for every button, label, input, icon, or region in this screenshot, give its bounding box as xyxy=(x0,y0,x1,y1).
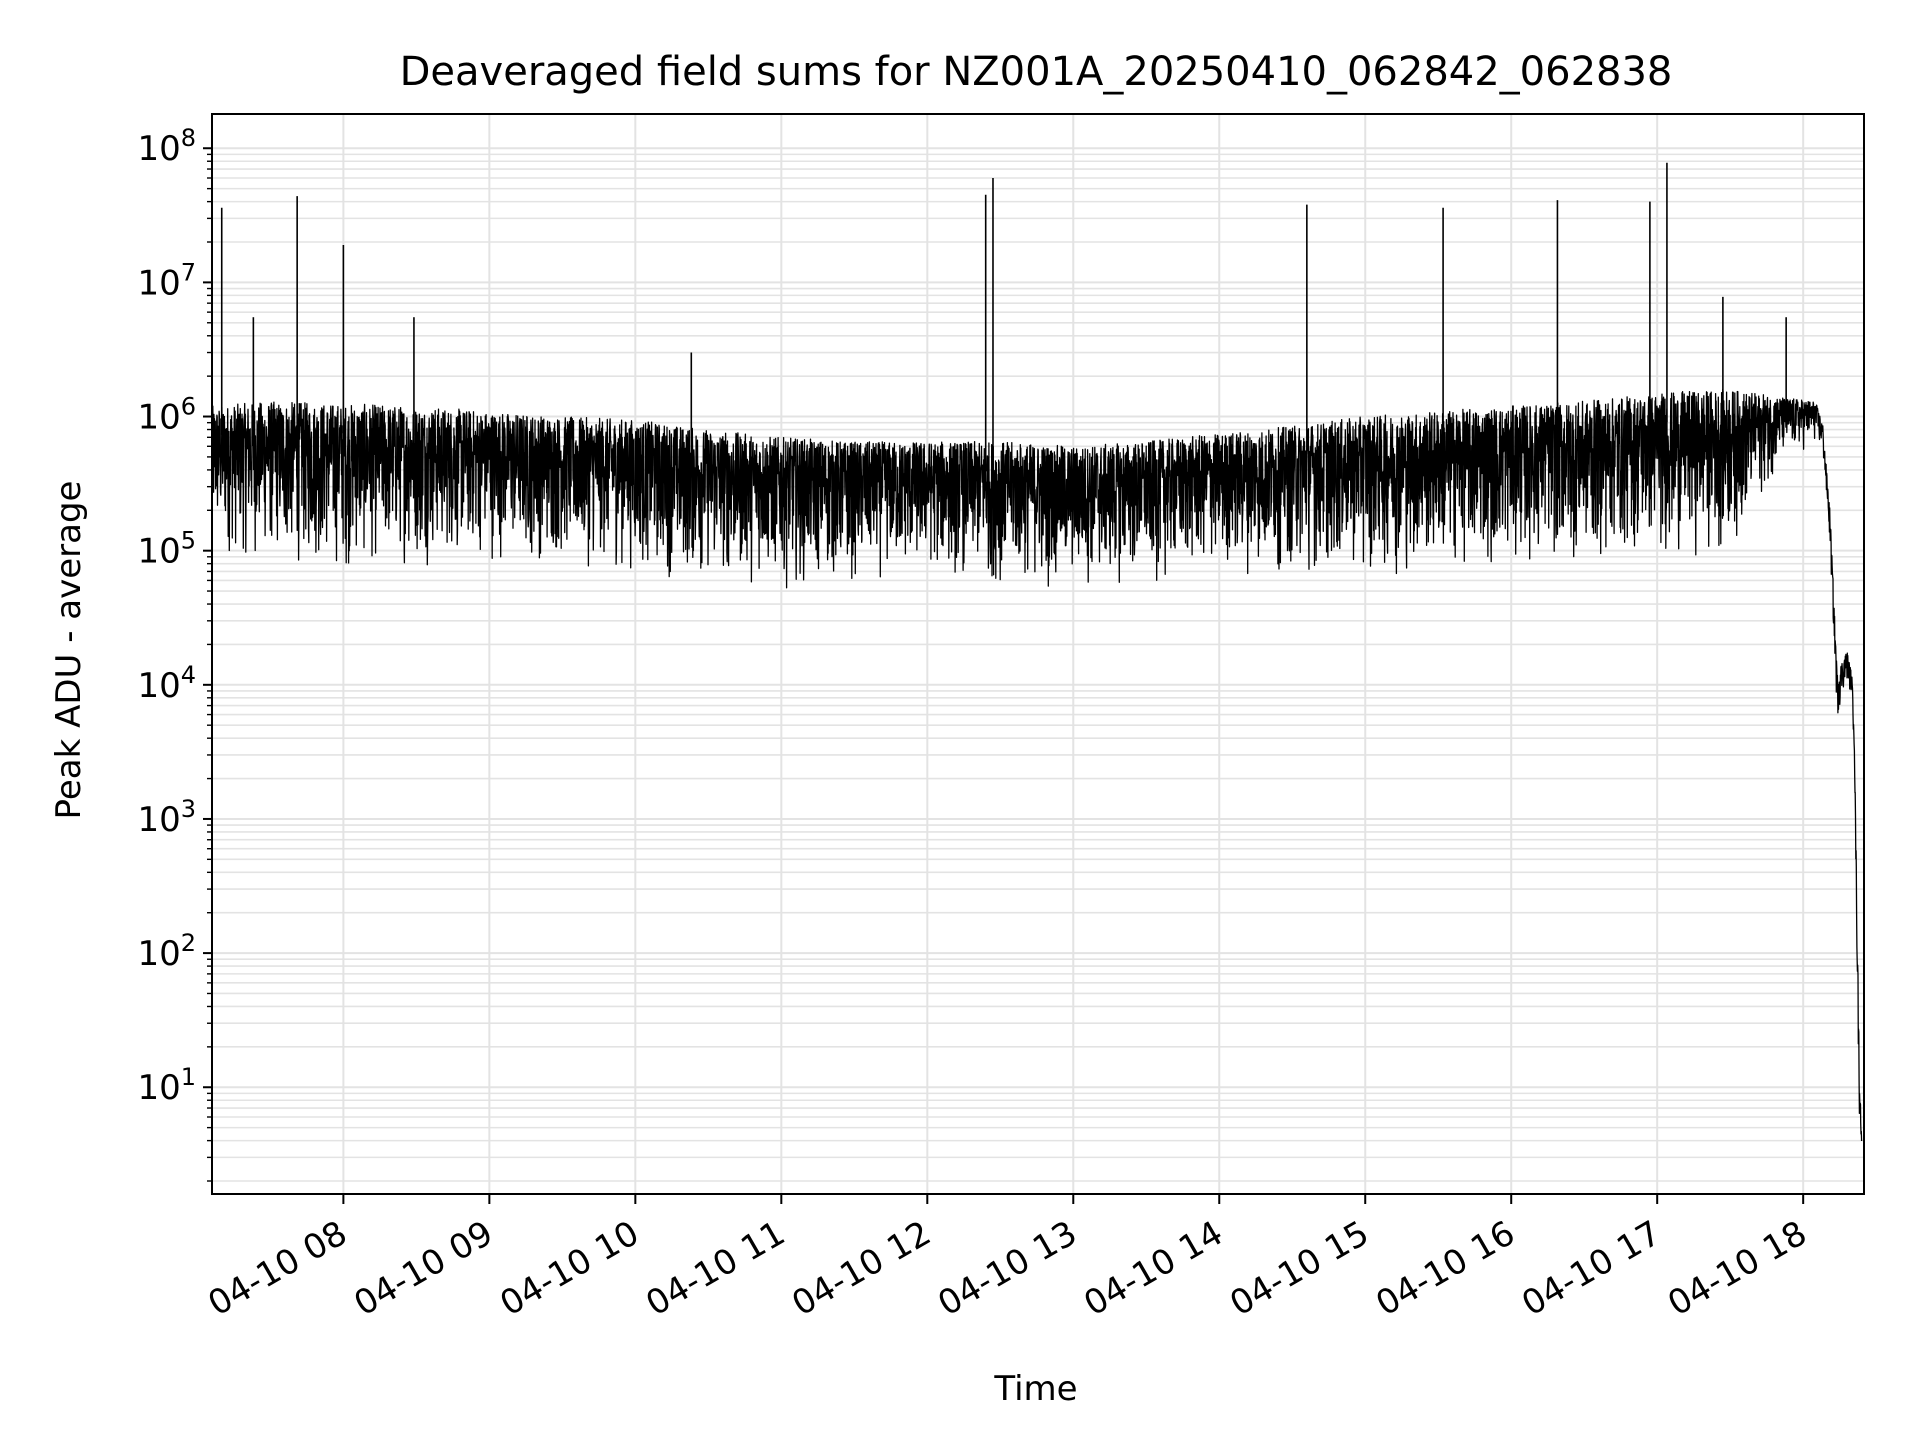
x-tick-label: 04-10 14 xyxy=(1077,1213,1229,1324)
grid xyxy=(212,114,1864,1194)
series-line xyxy=(211,389,1863,1142)
data-series xyxy=(211,162,1863,1142)
x-tick-label: 04-10 18 xyxy=(1661,1213,1813,1324)
chart-title: Deaveraged field sums for NZ001A_2025041… xyxy=(400,49,1673,95)
x-tick-label: 04-10 08 xyxy=(201,1213,353,1324)
y-tick-label: 101 xyxy=(137,1063,196,1108)
y-tick-label: 108 xyxy=(137,124,196,169)
plot-frame xyxy=(211,113,1865,1195)
y-tick-label: 102 xyxy=(137,929,196,974)
x-tick-label: 04-10 12 xyxy=(785,1213,937,1324)
x-tick-label: 04-10 10 xyxy=(493,1213,645,1324)
y-tick-label: 107 xyxy=(137,258,196,303)
x-tick-label: 04-10 17 xyxy=(1515,1213,1667,1324)
y-tick-label: 104 xyxy=(137,661,196,706)
x-axis-label: Time xyxy=(993,1369,1077,1409)
x-tick-label: 04-10 09 xyxy=(347,1213,499,1324)
y-axis-label: Peak ADU - average xyxy=(49,481,89,820)
x-tick-label: 04-10 16 xyxy=(1369,1213,1521,1324)
y-tick-label: 106 xyxy=(137,393,196,438)
y-axis-ticks: 101 102 103 104 105 106 107 108 xyxy=(137,124,212,1182)
x-tick-label: 04-10 15 xyxy=(1223,1213,1375,1324)
x-tick-label: 04-10 11 xyxy=(639,1213,791,1324)
y-tick-label: 105 xyxy=(137,527,196,572)
x-tick-label: 04-10 13 xyxy=(931,1213,1083,1324)
y-tick-label: 103 xyxy=(137,795,196,840)
